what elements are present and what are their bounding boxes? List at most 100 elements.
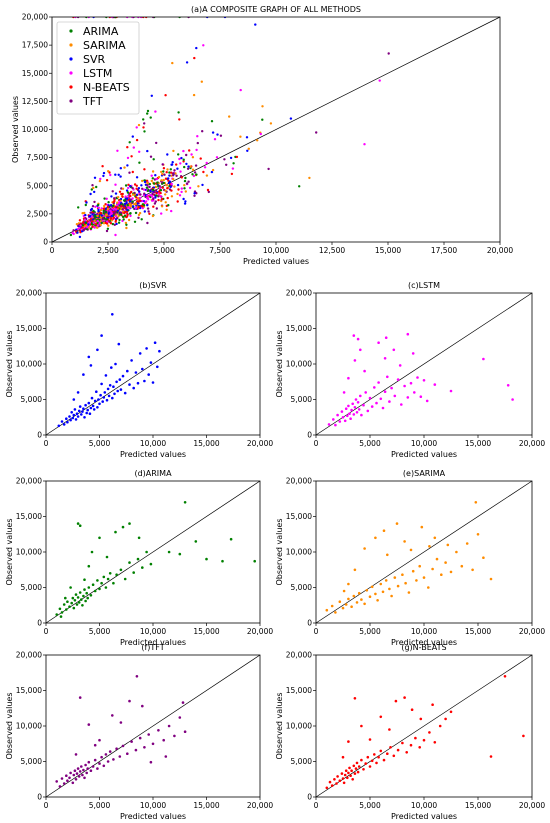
- point-svr: [135, 176, 139, 179]
- data-point: [76, 596, 80, 599]
- x-tick-label: 0: [50, 246, 55, 255]
- data-point: [106, 387, 110, 391]
- point-lstm: [239, 88, 242, 92]
- data-point: [383, 357, 387, 360]
- data-point: [90, 396, 94, 400]
- data-point: [420, 525, 424, 529]
- data-point: [376, 599, 379, 602]
- point-tft: [146, 221, 149, 225]
- point-tft: [113, 197, 116, 200]
- data-point: [400, 403, 403, 406]
- point-arima: [141, 203, 144, 206]
- point-lstm: [83, 218, 87, 222]
- y-tick-label: 2,500: [27, 209, 49, 218]
- point-tft: [128, 171, 131, 174]
- point-sarima: [75, 223, 79, 226]
- point-sarima: [171, 61, 174, 65]
- data-point: [85, 591, 88, 595]
- point-svr: [171, 161, 174, 164]
- point-lstm: [77, 227, 80, 231]
- point-arima: [97, 203, 100, 207]
- point-arima: [140, 218, 143, 221]
- data-point: [137, 536, 141, 540]
- data-point: [449, 570, 453, 574]
- point-svr: [85, 201, 88, 204]
- data-point: [341, 755, 345, 759]
- plot-frame: [315, 654, 533, 798]
- point-tft: [121, 208, 124, 211]
- data-point: [132, 571, 135, 574]
- point-svr: [93, 190, 96, 194]
- data-point: [173, 734, 176, 738]
- point-sarima: [160, 170, 163, 174]
- data-point: [98, 738, 101, 742]
- x-tick-label: 5,000: [359, 439, 381, 448]
- data-point: [167, 550, 171, 554]
- legend-marker: [69, 57, 73, 61]
- data-point: [58, 607, 62, 611]
- data-point: [414, 736, 417, 740]
- point-n-beats: [90, 220, 94, 223]
- point-tft: [149, 155, 153, 158]
- plot-frame: [45, 480, 261, 624]
- data-point: [69, 771, 72, 775]
- point-sarima: [308, 176, 311, 180]
- point-lstm: [363, 143, 366, 146]
- x-tick-label: 10,000: [140, 439, 166, 448]
- data-point: [100, 382, 103, 386]
- x-tick-label: 20,000: [487, 246, 513, 255]
- data-point: [328, 780, 332, 784]
- chart-title: (g)N-BEATS: [401, 643, 446, 652]
- data-point: [74, 753, 78, 756]
- data-point: [325, 786, 329, 790]
- data-point: [357, 408, 361, 411]
- chart-title: (e)SARIMA: [403, 469, 446, 478]
- data-point: [342, 589, 346, 593]
- point-tft: [137, 216, 140, 219]
- data-point: [85, 411, 88, 415]
- data-point: [346, 414, 349, 418]
- point-tft: [193, 171, 197, 174]
- data-point: [116, 389, 119, 393]
- point-lstm: [203, 166, 207, 169]
- point-sarima: [165, 208, 168, 211]
- point-n-beats: [126, 213, 129, 216]
- data-point: [350, 408, 353, 412]
- point-tft: [155, 207, 158, 210]
- data-point: [368, 396, 372, 400]
- data-point: [336, 775, 339, 778]
- data-point: [354, 398, 358, 401]
- point-n-beats: [165, 171, 168, 174]
- chart-title: (c)LSTM: [408, 281, 440, 290]
- point-lstm: [182, 149, 185, 153]
- legend-label-n-beats: N-BEATS: [83, 81, 130, 94]
- point-svr: [201, 183, 204, 187]
- point-lstm: [94, 205, 97, 208]
- point-lstm: [192, 174, 196, 178]
- data-point: [87, 760, 91, 764]
- point-lstm: [138, 150, 141, 153]
- data-point: [415, 579, 418, 582]
- point-arima: [183, 187, 186, 190]
- y-axis-label: Observed values: [5, 330, 14, 397]
- data-point: [221, 559, 224, 563]
- point-tft: [163, 173, 166, 176]
- point-n-beats: [133, 183, 137, 186]
- point-sarima: [106, 207, 110, 211]
- point-svr: [138, 190, 141, 193]
- data-point: [360, 598, 363, 601]
- point-arima: [126, 191, 130, 194]
- data-point: [351, 402, 355, 406]
- data-point: [108, 750, 112, 753]
- point-n-beats: [99, 211, 102, 214]
- legend-marker: [69, 29, 73, 33]
- y-tick-label: 15,000: [16, 686, 42, 695]
- point-svr: [150, 94, 153, 98]
- y-tick-label: 15,000: [16, 324, 42, 333]
- point-n-beats: [106, 205, 110, 209]
- data-point: [119, 388, 123, 391]
- data-point: [108, 384, 112, 387]
- point-lstm: [79, 224, 82, 227]
- data-point: [80, 413, 83, 416]
- point-tft: [131, 186, 134, 190]
